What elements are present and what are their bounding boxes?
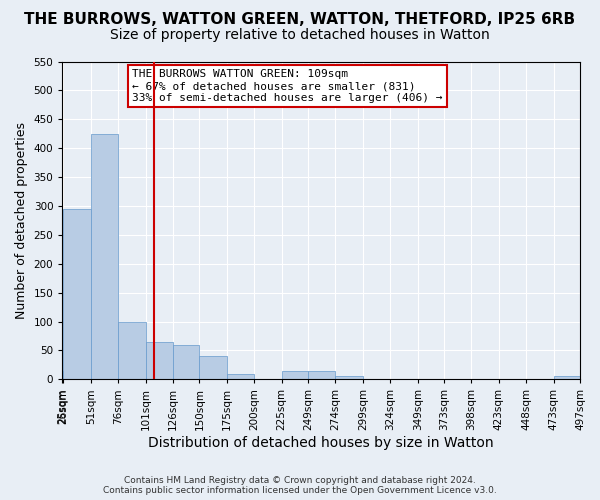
Bar <box>118 322 146 380</box>
Bar <box>91 134 118 380</box>
Bar <box>227 374 254 380</box>
Text: THE BURROWS WATTON GREEN: 109sqm
← 67% of detached houses are smaller (831)
33% : THE BURROWS WATTON GREEN: 109sqm ← 67% o… <box>132 70 443 102</box>
Bar <box>363 378 390 380</box>
Bar <box>281 370 308 380</box>
Bar <box>62 370 64 380</box>
Text: Size of property relative to detached houses in Watton: Size of property relative to detached ho… <box>110 28 490 42</box>
Text: Contains HM Land Registry data © Crown copyright and database right 2024.
Contai: Contains HM Land Registry data © Crown c… <box>103 476 497 495</box>
Bar <box>146 342 173 380</box>
Text: THE BURROWS, WATTON GREEN, WATTON, THETFORD, IP25 6RB: THE BURROWS, WATTON GREEN, WATTON, THETF… <box>25 12 575 28</box>
Bar <box>335 376 363 380</box>
Bar <box>173 344 199 380</box>
Bar <box>64 209 91 380</box>
Bar <box>308 370 335 380</box>
X-axis label: Distribution of detached houses by size in Watton: Distribution of detached houses by size … <box>148 436 494 450</box>
Bar <box>554 376 580 380</box>
Bar <box>199 356 227 380</box>
Y-axis label: Number of detached properties: Number of detached properties <box>15 122 28 319</box>
